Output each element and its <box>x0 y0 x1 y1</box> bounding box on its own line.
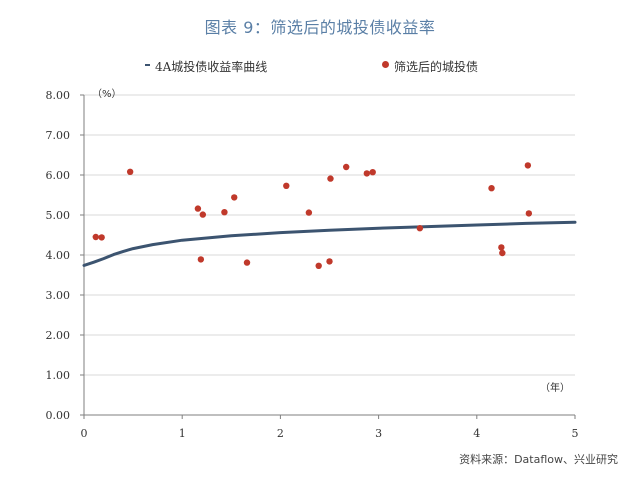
curve-line <box>82 220 577 267</box>
data-point <box>416 225 424 232</box>
x-tick-label: 1 <box>179 427 186 440</box>
x-tick-label: 5 <box>572 427 579 440</box>
source-note: 资料来源：Dataflow、兴业研究 <box>459 453 618 466</box>
legend-label-points: 筛选后的城投债 <box>394 60 479 74</box>
x-tick-label: 0 <box>81 427 88 440</box>
y-tick-label: 2.00 <box>46 329 71 342</box>
legend: 4A城投债收益率曲线 筛选后的城投债 <box>0 58 640 78</box>
data-point <box>194 205 202 212</box>
y-tick-label: 1.00 <box>46 369 71 382</box>
data-point <box>488 185 495 192</box>
data-point <box>197 256 205 263</box>
data-point <box>369 169 376 176</box>
data-point <box>243 259 251 266</box>
data-point <box>221 209 228 216</box>
data-point <box>326 258 333 265</box>
y-unit-label: （%） <box>92 88 122 100</box>
data-point <box>327 175 334 182</box>
data-point <box>315 262 322 269</box>
data-point <box>363 170 371 177</box>
x-unit-label: （年） <box>540 381 570 394</box>
data-point <box>199 211 207 218</box>
y-tick-label: 5.00 <box>46 209 71 222</box>
data-point <box>305 209 313 216</box>
data-point <box>342 163 350 171</box>
y-tick-label: 7.00 <box>46 129 71 142</box>
y-tick-label: 3.00 <box>46 289 71 302</box>
data-point <box>525 210 533 217</box>
data-point <box>283 182 290 189</box>
legend-item-points: 筛选后的城投债 <box>382 58 478 75</box>
chart-title: 图表 9：筛选后的城投债收益率 <box>204 18 436 37</box>
data-point <box>524 162 532 169</box>
legend-item-curve: 4A城投债收益率曲线 <box>145 58 267 75</box>
data-point <box>499 249 506 257</box>
y-tick-label: 6.00 <box>46 169 71 182</box>
legend-dot-swatch <box>382 61 389 68</box>
y-tick-label: 4.00 <box>46 249 71 262</box>
data-point <box>231 194 238 201</box>
x-tick-label: 4 <box>473 427 480 440</box>
x-tick-label: 2 <box>277 427 284 440</box>
data-point <box>92 233 99 241</box>
data-point <box>98 234 105 241</box>
legend-line-swatch <box>145 64 150 66</box>
y-tick-label: 0.00 <box>46 409 71 422</box>
data-point <box>126 168 134 175</box>
data-point <box>498 244 505 251</box>
y-tick-label: 8.00 <box>46 89 71 102</box>
x-tick-label: 3 <box>375 427 382 440</box>
legend-label-curve: 4A城投债收益率曲线 <box>155 60 268 74</box>
